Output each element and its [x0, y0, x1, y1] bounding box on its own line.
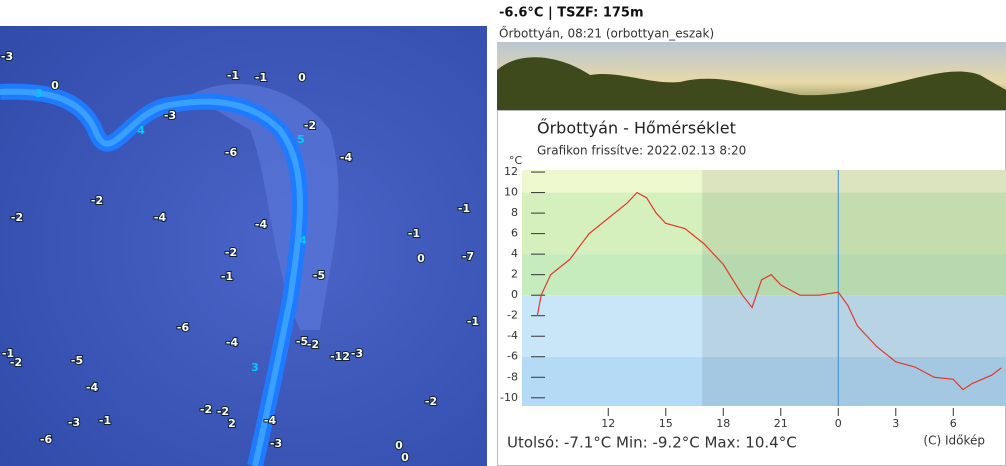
- temp-label: -3: [68, 416, 80, 429]
- temp-label: -3: [270, 437, 282, 450]
- y-tick-label: 6: [511, 227, 518, 240]
- temp-label: -1: [255, 71, 267, 84]
- temp-label: -4: [340, 151, 353, 164]
- y-tick-label: 0: [511, 288, 518, 301]
- temp-label: -3: [351, 347, 363, 360]
- temp-label: -2: [200, 403, 212, 416]
- temp-label: -2: [91, 194, 103, 207]
- x-tick-label: 21: [774, 417, 788, 430]
- river-label: 3: [251, 361, 259, 374]
- temp-label: -4: [255, 218, 268, 231]
- temp-band: [522, 170, 1006, 193]
- temp-label: -1: [467, 315, 479, 328]
- temp-label: -4: [264, 414, 277, 427]
- temp-label: 2: [228, 417, 236, 430]
- temp-label: -4: [226, 336, 239, 349]
- x-tick-label: 18: [716, 417, 730, 430]
- map[interactable]: -30-1 -1 0-3-2-6 -4-2-4-2-4-1-1-2 0 -7-1 -5-1-…: [0, 26, 487, 466]
- temp-label: -4: [154, 211, 167, 224]
- temp-label: -2: [10, 356, 22, 369]
- temp-label: -1: [408, 227, 420, 240]
- y-tick-label: -4: [507, 329, 518, 342]
- temp-label: -12: [330, 350, 350, 363]
- temp-label: -2: [217, 405, 229, 418]
- photo-trees: [497, 57, 1006, 110]
- temp-label: -3: [164, 109, 176, 122]
- y-tick-label: 8: [511, 206, 518, 219]
- temp-label: -2: [304, 119, 316, 132]
- temp-label: -2: [225, 246, 237, 259]
- y-tick-label: -2: [507, 309, 518, 322]
- y-axis-label: °C: [509, 154, 523, 167]
- chart-title: Őrbottyán - Hőmérséklet: [537, 118, 736, 138]
- footer: Utolsó: -7.1°C Min: -9.2°C Max: 10.4°C: [507, 434, 797, 452]
- y-tick-label: 2: [511, 268, 518, 281]
- temp-label: -4: [86, 381, 99, 394]
- temp-band: [522, 254, 1006, 296]
- temp-label: -7: [462, 250, 474, 263]
- x-tick-label: 3: [892, 417, 899, 430]
- y-tick-label: 10: [504, 186, 518, 199]
- temp-label: 0: [298, 71, 306, 84]
- y-tick-label: -8: [507, 370, 518, 383]
- temp-label: -3: [1, 50, 13, 63]
- temp-label: -2: [307, 338, 319, 351]
- y-tick-label: -6: [507, 350, 518, 363]
- river-label: 4: [299, 234, 307, 247]
- y-tick-label: 4: [511, 247, 518, 260]
- temp-label: -1: [227, 69, 239, 82]
- temp-label: -6: [225, 146, 238, 159]
- temp-label: -6: [177, 321, 190, 334]
- current-reading: -6.6°C | TSZF: 175m: [499, 6, 644, 21]
- temp-label: 0: [395, 439, 403, 452]
- station: Őrbottyán, 08:21 (orbottyan_eszak): [499, 26, 714, 41]
- temp-label: -1: [458, 202, 470, 215]
- temp-label: -1: [99, 414, 111, 427]
- y-tick-label: 12: [504, 165, 518, 178]
- river-label: 4: [137, 124, 145, 137]
- temperature-line: [536, 191, 1002, 391]
- x-tick-label: 6: [950, 417, 957, 430]
- temp-label: -2: [425, 395, 437, 408]
- temp-band: [522, 356, 1006, 406]
- temp-label: -1: [221, 270, 233, 283]
- temp-label: -5: [313, 269, 325, 282]
- temp-band: [522, 295, 1006, 357]
- temp-label: 0: [401, 451, 409, 464]
- temp-label: 0: [51, 79, 59, 92]
- river-center: [0, 88, 303, 466]
- temp-label: 0: [417, 252, 425, 265]
- night-shade: [702, 170, 1006, 406]
- y-tick-label: -10: [500, 391, 518, 404]
- river-label: 3: [35, 87, 43, 100]
- x-tick-label: 0: [835, 417, 842, 430]
- temp-label: -2: [11, 211, 23, 224]
- river-label: 5: [297, 133, 305, 146]
- credit: (C) Időkép: [923, 434, 985, 448]
- temp-label: -5: [71, 354, 83, 367]
- chart-subtitle: Grafikon frissítve: 2022.02.13 8:20: [537, 144, 746, 158]
- temp-label: -1: [2, 347, 14, 360]
- temp-label: -5: [296, 335, 308, 348]
- x-tick-label: 15: [659, 417, 673, 430]
- x-tick-label: 12: [601, 417, 615, 430]
- temp-label: -6: [40, 433, 53, 446]
